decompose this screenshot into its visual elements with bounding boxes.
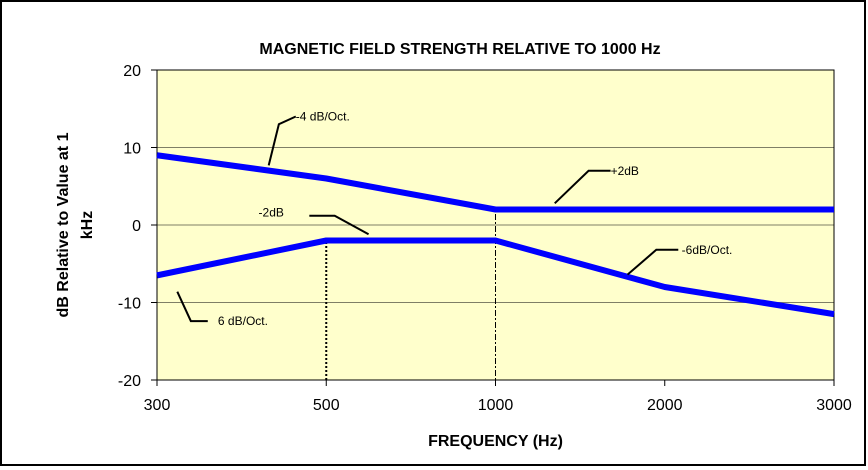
series-line-2	[156, 237, 835, 318]
chart-title: MAGNETIC FIELD STRENGTH RELATIVE TO 1000…	[259, 41, 660, 58]
annotation-leader	[554, 169, 611, 205]
annotation-leader	[309, 214, 370, 236]
y-axis-title-line: kHz	[79, 211, 96, 239]
x-tick-label: 300	[144, 397, 171, 414]
annotation-label: +2dB	[611, 164, 639, 178]
y-axis-title-line: dB Relative to Value at 1	[55, 132, 72, 317]
annotation-label: -6dB/Oct.	[682, 243, 733, 257]
annotation-leader	[267, 115, 297, 166]
x-tick-label: 3000	[816, 397, 852, 414]
y-tick-label: 10	[123, 141, 141, 158]
annotation-label: -4 dB/Oct.	[296, 110, 350, 124]
x-tick-label: 500	[313, 397, 340, 414]
y-tick-label: -20	[118, 373, 141, 390]
annotation-leader	[626, 248, 679, 276]
x-tick-label: 2000	[647, 397, 683, 414]
y-tick-label: -10	[118, 296, 141, 313]
x-axis-title: FREQUENCY (Hz)	[428, 433, 563, 450]
annotation-label: 6 dB/Oct.	[218, 314, 268, 328]
series-line-1	[156, 152, 834, 213]
y-axis-title: dB Relative to Value at 1 kHz	[55, 132, 96, 317]
y-tick-label: 20	[123, 63, 141, 80]
y-tick-label: 0	[132, 218, 141, 235]
x-tick-label: 1000	[478, 397, 514, 414]
annotation-leader	[176, 291, 208, 323]
annotation-label: -2dB	[259, 206, 284, 220]
